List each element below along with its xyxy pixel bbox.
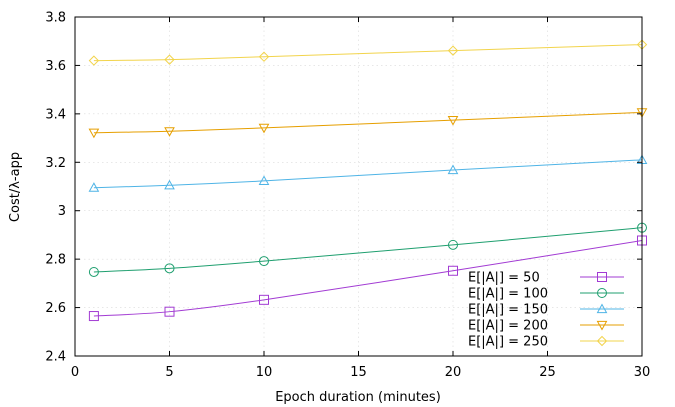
legend-item-5: E[|A|] = 250 (468, 335, 624, 350)
series-4 (88, 108, 648, 139)
data-point (88, 55, 100, 66)
legend-label: E[|A|] = 200 (468, 319, 548, 334)
data-point (447, 45, 459, 56)
data-point (258, 51, 270, 62)
data-point (88, 311, 99, 322)
series-5 (88, 39, 648, 66)
legend-label: E[|A|] = 150 (468, 303, 548, 318)
data-point (88, 182, 100, 192)
data-point (164, 306, 175, 317)
legend-marker (596, 303, 608, 314)
data-point (259, 294, 269, 305)
data-point (164, 127, 175, 137)
legend-label: E[|A|] = 50 (468, 271, 540, 286)
data-point (259, 256, 269, 267)
grid (75, 17, 642, 356)
data-point (164, 263, 175, 274)
y-tick-label: 2.6 (45, 301, 66, 316)
x-axis-label: Epoch duration (minutes) (275, 390, 441, 405)
series-line (93, 227, 643, 273)
series-2 (88, 222, 647, 277)
data-point (447, 116, 459, 126)
series-line (93, 240, 643, 317)
y-tick-label: 2.8 (45, 253, 66, 268)
y-axis-label: Cost/λ-app (8, 152, 23, 222)
y-tick-label: 3 (58, 204, 66, 219)
x-tick-label: 30 (634, 365, 651, 380)
legend-item-4: E[|A|] = 200 (468, 319, 624, 334)
y-tick-label: 3.2 (45, 156, 66, 171)
legend-marker (597, 272, 607, 282)
series-3 (88, 154, 648, 192)
x-tick-label: 0 (71, 365, 79, 380)
y-tick-label: 3.6 (45, 59, 66, 74)
x-tick-label: 10 (256, 365, 273, 380)
legend-label: E[|A|] = 100 (468, 287, 548, 302)
x-tick-label: 25 (539, 365, 556, 380)
legend-item-3: E[|A|] = 150 (468, 303, 624, 318)
data-point (258, 123, 270, 134)
legend-item-2: E[|A|] = 100 (468, 287, 624, 302)
legend-label: E[|A|] = 250 (468, 335, 548, 350)
legend-item-1: E[|A|] = 50 (468, 271, 624, 286)
ticks: 0 5 10 15 20 25 30 2.4 2.6 2.8 3 3.2 3.4 3.6 3.8 (45, 11, 650, 381)
legend-marker (596, 335, 608, 347)
legend-marker (596, 320, 608, 331)
x-tick-label: 5 (165, 365, 173, 380)
data-point (164, 179, 175, 190)
legend-marker (597, 288, 607, 298)
series-line (93, 44, 643, 62)
data-point (448, 265, 458, 276)
data-point (88, 128, 100, 139)
x-tick-label: 15 (350, 365, 367, 380)
y-tick-label: 2.4 (45, 350, 66, 365)
data-point (258, 175, 270, 186)
series-group (88, 39, 648, 322)
data-point (447, 164, 459, 175)
data-point (164, 54, 175, 65)
data-point (88, 266, 99, 277)
x-tick-label: 20 (445, 365, 462, 380)
series-line (93, 159, 643, 189)
y-tick-label: 3.8 (45, 11, 66, 26)
y-tick-label: 3.4 (45, 107, 66, 122)
data-point (448, 239, 458, 250)
series-line (93, 111, 643, 134)
